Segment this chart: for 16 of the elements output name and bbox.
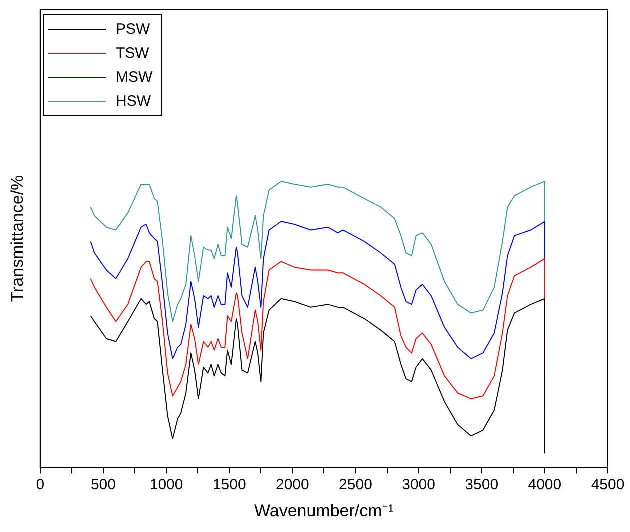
x-tick-label: 2000 <box>276 476 310 494</box>
x-tick-label: 4000 <box>528 476 562 494</box>
legend-label: MSW <box>116 68 153 86</box>
x-tick-label: 0 <box>36 476 45 494</box>
x-tick-label: 1500 <box>212 476 246 494</box>
legend-label: HSW <box>116 92 151 110</box>
legend-label: PSW <box>116 20 150 38</box>
x-tick-label: 2500 <box>339 476 372 494</box>
x-tick-label: 1000 <box>150 476 184 494</box>
legend-label: TSW <box>116 44 150 62</box>
x-tick-label: 500 <box>90 476 116 494</box>
y-axis-title: Transmittance/% <box>8 175 27 302</box>
x-tick-label: 3500 <box>465 476 499 494</box>
x-axis-title: Wavenumber/cm⁻¹ <box>254 501 394 520</box>
x-tick-label: 4500 <box>591 476 625 494</box>
x-tick-label: 3000 <box>402 476 436 494</box>
